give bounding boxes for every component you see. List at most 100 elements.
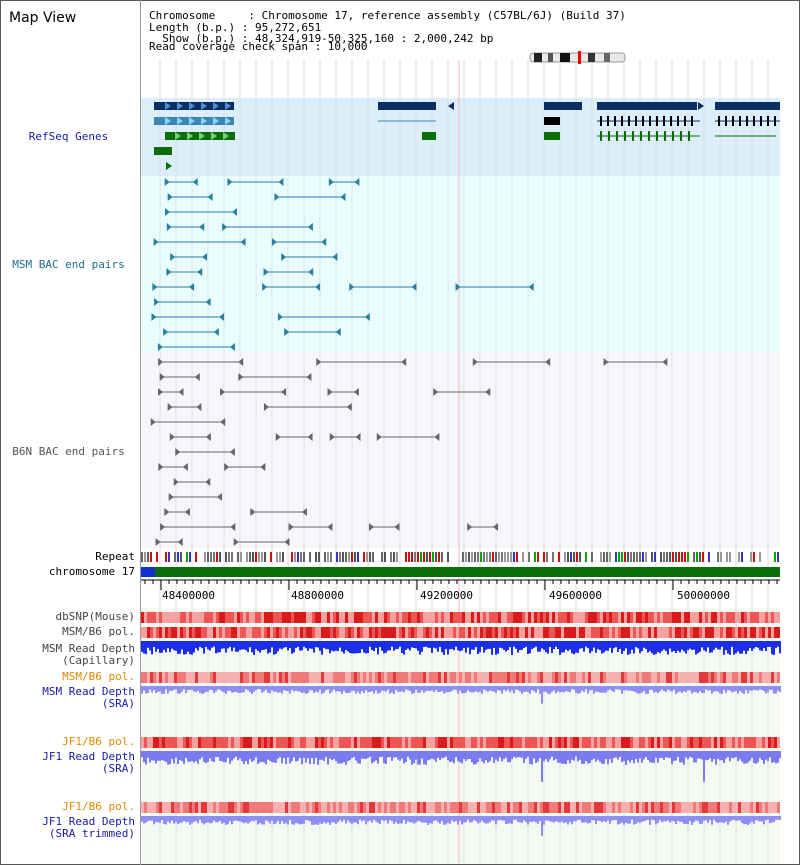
track-label-b6n-bac[interactable]: B6N BAC end pairs — [12, 445, 125, 458]
msm-b6-pol-cell — [333, 627, 336, 638]
jf1-depth-sra-bar — [747, 751, 749, 763]
msm-b6-pol-cell — [429, 627, 432, 638]
show-range-info: Show (b.p.) : 48,324,919-50,325,160 : 2,… — [149, 32, 494, 45]
msm-b6-pol-cell — [552, 672, 555, 683]
refseq-exon — [680, 131, 682, 141]
track-label-refseq[interactable]: RefSeq Genes — [28, 130, 109, 143]
jf1-depth-trimmed-bar — [699, 816, 701, 824]
dbsnp-cell — [201, 612, 204, 623]
msm-depth-sra-bar — [177, 686, 179, 694]
jf1-b6-pol-cell — [201, 737, 204, 748]
msm-b6-pol-cell — [627, 627, 630, 638]
jf1-b6-pol-cell — [762, 802, 765, 813]
repeat-element — [513, 552, 515, 562]
jf1-depth-trimmed-bar — [547, 816, 549, 821]
jf1-depth-trimmed-bar — [417, 816, 419, 822]
jf1-b6-pol-cell — [147, 737, 150, 748]
msm-bac-pair-end — [213, 328, 219, 336]
jf1-b6-pol-cell — [564, 737, 567, 748]
jf1-b6-pol-cell — [555, 802, 558, 813]
msm-depth-capillary-bar — [199, 641, 201, 647]
msm-depth-capillary-bar — [527, 641, 529, 654]
msm-depth-sra-bar — [727, 686, 729, 691]
jf1-b6-pol-cell — [480, 737, 483, 748]
msm-b6-pol-cell — [771, 627, 774, 638]
jf1-depth-trimmed-bar — [641, 816, 643, 822]
msm-depth-capillary-bar — [229, 641, 231, 647]
repeat-element — [738, 552, 740, 562]
msm-depth-capillary-bar — [513, 641, 515, 647]
msm-b6-pol-cell — [345, 627, 348, 638]
jf1-b6-pol-cell — [261, 802, 264, 813]
track-label-jf1-depth-trimmed[interactable]: JF1 Read Depth (SRA trimmed) — [42, 815, 135, 840]
jf1-b6-pol-cell — [156, 802, 159, 813]
msm-depth-sra-bar — [327, 686, 329, 690]
msm-depth-sra-bar — [613, 686, 615, 692]
msm-b6-pol-cell — [651, 627, 654, 638]
refseq-exon — [774, 116, 776, 126]
track-label-jf1-depth-sra[interactable]: JF1 Read Depth (SRA) — [42, 750, 135, 775]
repeat-element — [615, 552, 617, 562]
dbsnp-cell — [630, 612, 633, 623]
jf1-b6-pol-cell — [666, 802, 669, 813]
msm-depth-sra-bar — [525, 686, 527, 692]
msm-b6-pol-cell — [468, 672, 471, 683]
msm-b6-pol-cell — [501, 672, 504, 683]
dbsnp-cell — [501, 612, 504, 623]
jf1-b6-pol-cell — [345, 802, 348, 813]
jf1-depth-trimmed-bar — [561, 816, 563, 822]
repeat-element — [156, 552, 158, 562]
msm-depth-sra-bar — [693, 686, 695, 693]
msm-depth-sra-bar — [421, 686, 423, 691]
dbsnp-cell — [573, 612, 576, 623]
repeat-element — [372, 552, 374, 562]
msm-b6-pol-cell — [744, 672, 747, 683]
track-label-msm-bac[interactable]: MSM BAC end pairs — [12, 258, 125, 271]
jf1-b6-pol-cell — [582, 737, 585, 748]
repeat-element — [483, 552, 485, 562]
gene-arrow — [201, 117, 207, 125]
jf1-b6-pol-cell — [420, 737, 423, 748]
msm-b6-pol-cell — [540, 627, 543, 638]
msm-depth-sra-bar — [503, 686, 505, 690]
msm-b6-pol-cell — [402, 672, 405, 683]
jf1-depth-trimmed-bar — [573, 816, 575, 822]
jf1-depth-trimmed-bar — [295, 816, 297, 823]
jf1-depth-sra-bar — [311, 751, 313, 759]
msm-b6-pol-cell — [264, 627, 267, 638]
track-label-jf1-b6-pol-2: JF1/B6 pol. — [62, 800, 135, 813]
dbsnp-cell — [195, 612, 198, 623]
jf1-b6-pol-cell — [765, 737, 768, 748]
dbsnp-cell — [588, 612, 591, 623]
jf1-depth-trimmed-bar — [551, 816, 553, 822]
msm-b6-pol-cell — [255, 672, 258, 683]
repeat-element — [396, 552, 398, 562]
msm-bac-pair-end — [164, 178, 170, 186]
msm-b6-pol-cell — [750, 672, 753, 683]
dbsnp-cell — [672, 612, 675, 623]
jf1-depth-sra-bar — [369, 751, 371, 757]
jf1-b6-pol-cell — [405, 802, 408, 813]
msm-b6-pol-cell — [489, 672, 492, 683]
msm-depth-capillary-bar — [533, 641, 535, 648]
jf1-b6-pol-cell — [228, 737, 231, 748]
jf1-depth-trimmed-bar — [347, 816, 349, 821]
jf1-depth-trimmed-bar — [449, 816, 451, 824]
msm-b6-pol-cell — [447, 627, 450, 638]
jf1-depth-sra-bar — [193, 751, 195, 763]
repeat-element — [303, 552, 305, 562]
jf1-depth-sra-bar — [391, 751, 393, 761]
jf1-b6-pol-cell — [642, 802, 645, 813]
jf1-depth-sra-bar — [623, 751, 625, 762]
repeat-element — [381, 552, 383, 562]
track-label-msm-depth-sra[interactable]: MSM Read Depth (SRA) — [42, 685, 135, 710]
msm-depth-sra-bar — [549, 686, 551, 694]
msm-depth-sra-bar — [565, 686, 567, 692]
jf1-depth-trimmed-bar — [409, 816, 411, 823]
msm-depth-capillary-bar — [215, 641, 217, 654]
msm-depth-capillary-bar — [697, 641, 699, 654]
dbsnp-cell — [270, 612, 273, 623]
jf1-depth-sra-bar — [221, 751, 223, 762]
msm-b6-pol-cell — [498, 627, 501, 638]
